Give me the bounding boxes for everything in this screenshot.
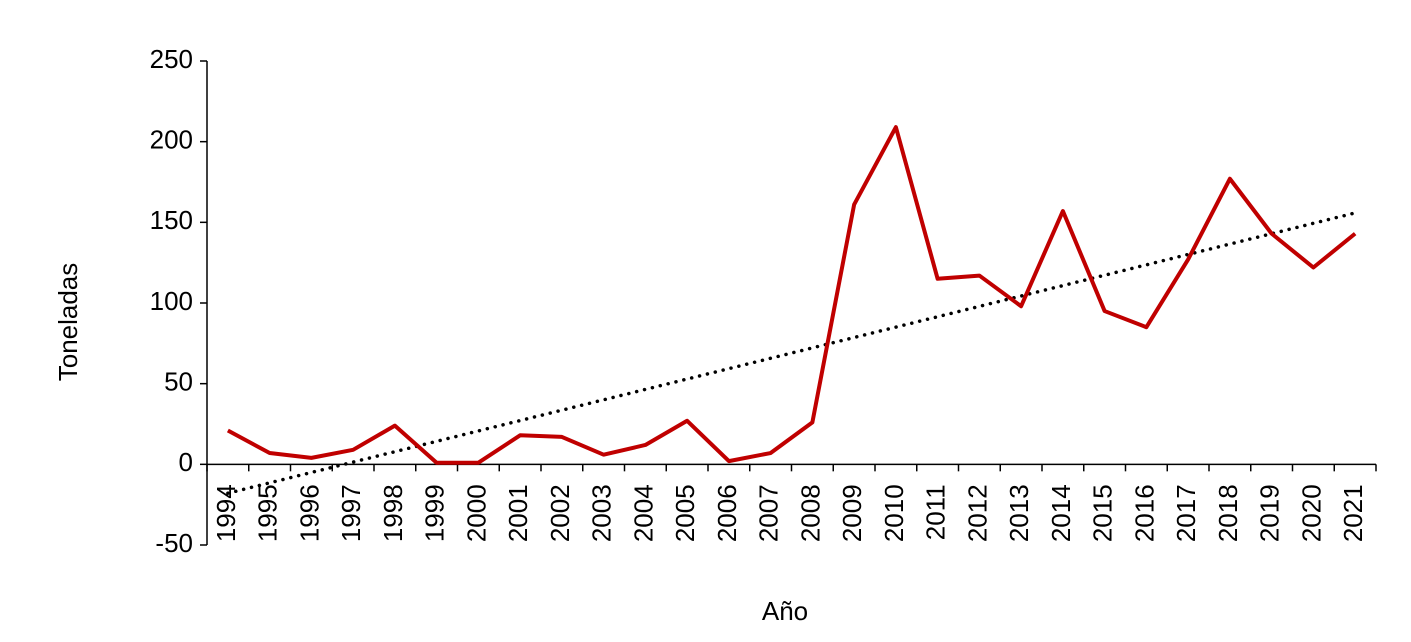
x-tick-label: 1994 <box>211 484 241 542</box>
x-tick-label: 2002 <box>545 484 575 542</box>
x-tick-label: 2015 <box>1088 484 1118 542</box>
x-tick-label: 1996 <box>294 484 324 542</box>
trendline <box>226 211 1357 495</box>
y-axis-title: Toneladas <box>53 263 83 382</box>
x-axis-title: Año <box>762 596 808 626</box>
x-tick-label: 2010 <box>879 484 909 542</box>
x-tick-label: 2004 <box>628 484 658 542</box>
x-tick-label: 2020 <box>1296 484 1326 542</box>
x-tick-label: 2013 <box>1004 484 1034 542</box>
y-tick-label: 150 <box>150 205 193 235</box>
x-tick-label: 2000 <box>461 484 491 542</box>
y-tick-label: 50 <box>164 367 193 397</box>
x-tick-label: 1999 <box>420 484 450 542</box>
x-tick-label: 2018 <box>1213 484 1243 542</box>
x-tick-label: 2008 <box>795 484 825 542</box>
x-tick-label: 2009 <box>837 484 867 542</box>
x-tick-label: 1998 <box>378 484 408 542</box>
x-tick-label: 2012 <box>962 484 992 542</box>
data-line <box>226 125 1357 465</box>
y-tick-label: 0 <box>179 447 193 477</box>
x-tick-label: 2019 <box>1255 484 1285 542</box>
x-tick-label: 2003 <box>587 484 617 542</box>
x-tick-label: 2005 <box>670 484 700 542</box>
x-tick-label: 2011 <box>921 484 951 540</box>
x-tick-label: 1995 <box>253 484 283 542</box>
y-tick-label: 200 <box>150 125 193 155</box>
x-tick-label: 2014 <box>1046 484 1076 542</box>
x-tick-label: 2001 <box>503 484 533 542</box>
x-tick-label: 2021 <box>1338 484 1368 542</box>
x-tick-label: 2016 <box>1129 484 1159 542</box>
y-tick-label: 100 <box>150 286 193 316</box>
y-tick-label: -50 <box>155 528 193 558</box>
y-tick-label: 250 <box>150 44 193 74</box>
x-tick-label: 2007 <box>754 484 784 542</box>
x-tick-label: 2006 <box>712 484 742 542</box>
x-tick-label: 1997 <box>336 484 366 542</box>
x-tick-label: 2017 <box>1171 484 1201 542</box>
